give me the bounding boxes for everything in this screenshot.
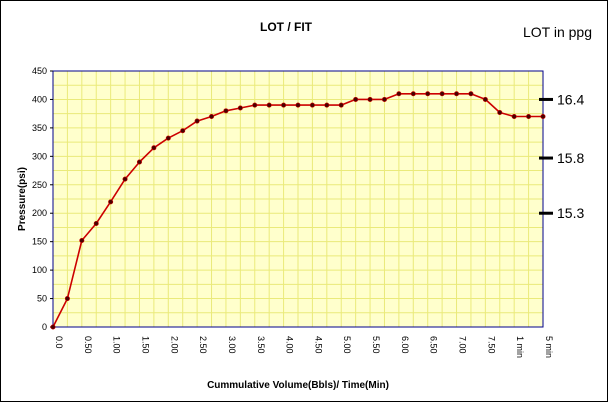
data-point [165, 135, 171, 141]
data-point [64, 296, 70, 302]
x-tick-label: 5.50 [371, 336, 381, 354]
data-point [396, 91, 402, 97]
y-tick-label: 200 [32, 208, 47, 218]
y-tick-label: 100 [32, 265, 47, 275]
chart-frame: 0 50 100 150 200 250 300 350 400 450 0.0 0.50 1.00 1… [0, 0, 608, 402]
x-tick-label: 2.50 [198, 336, 208, 354]
y-tick-label: 0 [42, 322, 47, 332]
chart-title: LOT / FIT [260, 20, 313, 34]
data-point [381, 96, 387, 102]
x-tick-label: 0.50 [83, 336, 93, 354]
data-point [252, 102, 258, 108]
lot-tick-label: 15.8 [557, 150, 584, 166]
x-tick-label: 4.00 [285, 336, 295, 354]
x-tick-label: 5.00 [342, 336, 352, 354]
data-point [266, 102, 272, 108]
data-point [93, 220, 99, 226]
data-point [468, 91, 474, 97]
y-tick-labels: 0 50 100 150 200 250 300 350 400 450 [32, 66, 53, 332]
data-point [338, 102, 344, 108]
x-tick-label: 3.00 [227, 336, 237, 354]
lot-tick-label: 16.4 [557, 91, 584, 107]
data-point [136, 159, 142, 165]
data-point [540, 114, 546, 120]
y-tick-label: 50 [37, 294, 47, 304]
y-axis-title: Pressure(psi) [17, 167, 28, 231]
x-axis-title: Cummulative Volume(Bbls)/ Time(Min) [207, 380, 389, 391]
x-tick-label: 7.50 [486, 336, 496, 354]
data-point [108, 199, 114, 205]
lot-tick-label: 15.3 [557, 205, 584, 221]
x-tick-label: 5 min [544, 336, 554, 358]
y-tick-label: 300 [32, 151, 47, 161]
x-tick-label: 4.50 [313, 336, 323, 354]
y-tick-label: 400 [32, 94, 47, 104]
x-tick-label: 1.00 [112, 336, 122, 354]
plot-border [52, 70, 544, 328]
x-tick-labels: 0.0 0.50 1.00 1.50 2.00 2.50 3.00 3.50 4.00 4.50 5… [54, 336, 554, 358]
data-point [151, 145, 157, 151]
data-point [309, 102, 315, 108]
data-point [367, 96, 373, 102]
data-point [425, 91, 431, 97]
x-tick-label: 6.00 [400, 336, 410, 354]
data-point [511, 114, 517, 120]
series-layer [50, 91, 546, 330]
x-tick-label: 7.00 [458, 336, 468, 354]
x-tick-label: 1 min [515, 336, 525, 358]
x-tick-label: 6.50 [429, 336, 439, 354]
y-tick-label: 350 [32, 123, 47, 133]
lot-axis: 16.4 15.8 15.3 [539, 91, 584, 221]
x-tick-label: 0.0 [54, 336, 64, 349]
data-point [410, 91, 416, 97]
data-point [439, 91, 445, 97]
x-tick-label: 2.00 [169, 336, 179, 354]
data-point [180, 128, 186, 134]
data-point [324, 102, 330, 108]
data-point [526, 114, 532, 120]
data-point [497, 110, 503, 116]
data-point [79, 238, 85, 244]
data-point [353, 96, 359, 102]
x-tick-label: 1.50 [140, 336, 150, 354]
data-point [482, 96, 488, 102]
data-point [50, 324, 56, 330]
y-tick-label: 450 [32, 66, 47, 76]
y-tick-label: 250 [32, 180, 47, 190]
data-point [281, 102, 287, 108]
data-point [209, 114, 215, 120]
y-tick-label: 150 [32, 237, 47, 247]
data-point [295, 102, 301, 108]
data-point [454, 91, 460, 97]
data-point [194, 118, 200, 124]
x-tick-label: 3.50 [256, 336, 266, 354]
data-point [237, 105, 243, 111]
data-point [223, 108, 229, 114]
lot-axis-title: LOT in ppg [523, 24, 592, 40]
grid-layer [52, 70, 544, 328]
data-point [122, 176, 128, 182]
